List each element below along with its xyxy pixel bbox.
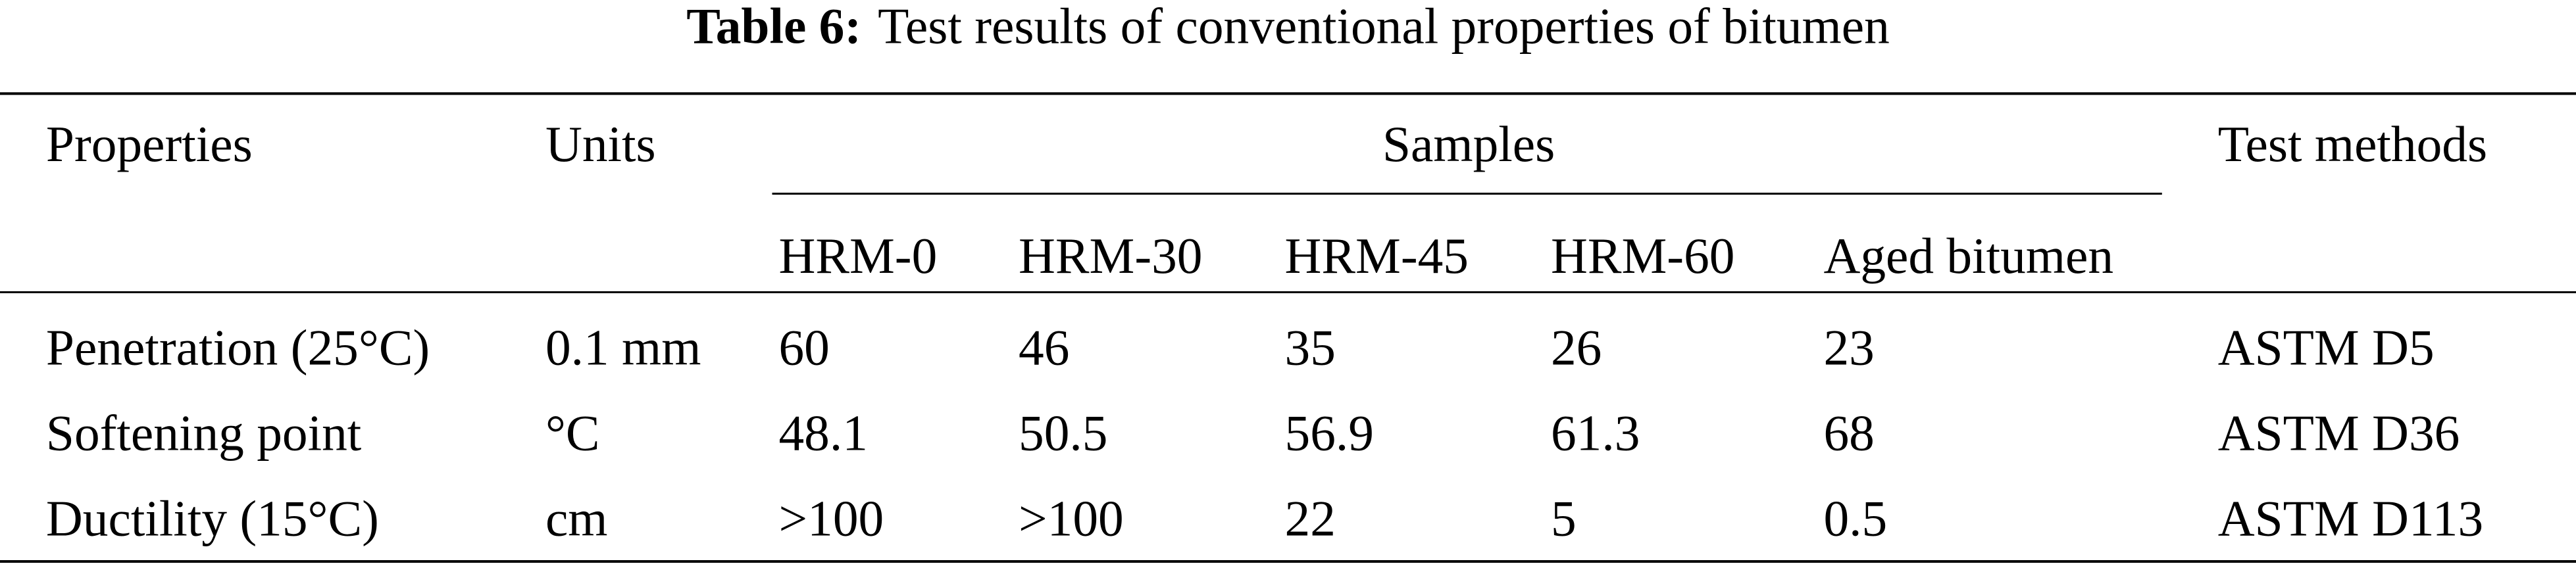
- value-cell: 26: [1551, 320, 1602, 376]
- value-cell: 68: [1823, 404, 1874, 461]
- header-cell: Samples: [1382, 116, 1555, 172]
- value-cell: >100: [1019, 490, 1124, 546]
- property-cell: Ductility (15°C): [46, 490, 379, 546]
- caption-text: Test results of conventional properties …: [878, 0, 1890, 54]
- value-cell: 50.5: [1019, 404, 1107, 461]
- value-cell: 23: [1823, 320, 1874, 376]
- subheader-cell: HRM-45: [1285, 227, 1469, 284]
- unit-cell: 0.1 mm: [545, 320, 701, 376]
- caption-label: Table 6:: [686, 0, 861, 54]
- header-cell: Units: [545, 116, 656, 172]
- unit-cell: cm: [545, 490, 608, 546]
- value-cell: 61.3: [1551, 404, 1640, 461]
- header-cell: Properties: [46, 116, 253, 172]
- subheader-cell: HRM-60: [1551, 227, 1734, 284]
- subheader-cell: HRM-0: [778, 227, 937, 284]
- value-cell: >100: [778, 490, 884, 546]
- caption: Table 6: Test results of conventional pro…: [686, 0, 1890, 54]
- value-cell: 46: [1019, 320, 1069, 376]
- value-cell: 56.9: [1285, 404, 1374, 461]
- value-cell: 48.1: [778, 404, 867, 461]
- method-cell: ASTM D5: [2218, 320, 2435, 376]
- method-cell: ASTM D36: [2218, 404, 2460, 461]
- value-cell: 5: [1551, 490, 1577, 546]
- unit-cell: °C: [545, 404, 600, 461]
- subheader-cell: HRM-30: [1019, 227, 1202, 284]
- property-cell: Softening point: [46, 404, 362, 461]
- subheader-cell: Aged bitumen: [1823, 227, 2113, 284]
- value-cell: 22: [1285, 490, 1336, 546]
- value-cell: 35: [1285, 320, 1336, 376]
- value-cell: 60: [778, 320, 829, 376]
- header-cell: Test methods: [2218, 116, 2487, 172]
- property-cell: Penetration (25°C): [46, 320, 430, 376]
- value-cell: 0.5: [1823, 490, 1887, 546]
- method-cell: ASTM D113: [2218, 490, 2483, 546]
